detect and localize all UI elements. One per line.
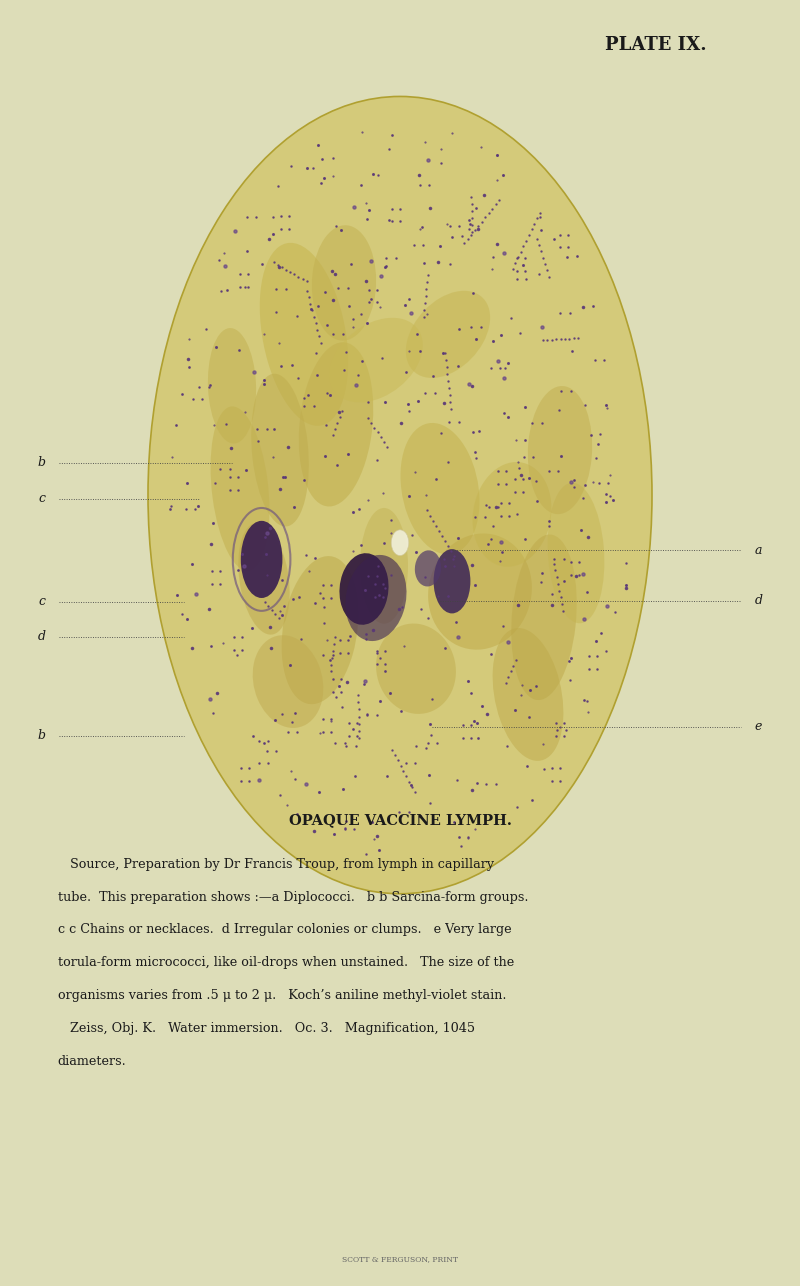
Ellipse shape bbox=[493, 628, 563, 761]
Ellipse shape bbox=[548, 482, 604, 624]
Ellipse shape bbox=[298, 342, 374, 507]
Ellipse shape bbox=[148, 96, 652, 894]
Ellipse shape bbox=[208, 328, 256, 444]
Text: PLATE IX.: PLATE IX. bbox=[605, 36, 707, 54]
Ellipse shape bbox=[391, 530, 409, 556]
Text: c c Chains or necklaces.  d Irregular colonies or clumps.   e Very large: c c Chains or necklaces. d Irregular col… bbox=[58, 923, 511, 936]
Text: c: c bbox=[38, 595, 45, 608]
Text: OPAQUE VACCINE LYMPH.: OPAQUE VACCINE LYMPH. bbox=[289, 813, 511, 827]
Ellipse shape bbox=[360, 508, 408, 624]
Text: c: c bbox=[38, 493, 45, 505]
Ellipse shape bbox=[401, 423, 479, 554]
Ellipse shape bbox=[312, 225, 376, 341]
Text: Zeiss, Obj. K.   Water immersion.   Oc. 3.   Magnification, 1045: Zeiss, Obj. K. Water immersion. Oc. 3. M… bbox=[58, 1021, 474, 1035]
Ellipse shape bbox=[241, 521, 282, 598]
Text: SCOTT & FERGUSON, PRINT: SCOTT & FERGUSON, PRINT bbox=[342, 1255, 458, 1263]
Ellipse shape bbox=[251, 374, 309, 526]
Ellipse shape bbox=[415, 550, 441, 586]
Ellipse shape bbox=[473, 462, 551, 567]
Ellipse shape bbox=[210, 406, 270, 571]
Ellipse shape bbox=[376, 624, 456, 714]
Text: d: d bbox=[754, 594, 762, 607]
Ellipse shape bbox=[428, 534, 532, 649]
Text: b: b bbox=[38, 729, 46, 742]
Text: torula-form micrococci, like oil-drops when unstained.   The size of the: torula-form micrococci, like oil-drops w… bbox=[58, 957, 514, 970]
Ellipse shape bbox=[528, 386, 592, 514]
Ellipse shape bbox=[406, 291, 490, 378]
Text: d: d bbox=[38, 630, 46, 643]
Ellipse shape bbox=[282, 556, 358, 705]
Text: organisms varies from .5 μ to 2 μ.   Koch’s aniline methyl-violet stain.: organisms varies from .5 μ to 2 μ. Koch’… bbox=[58, 989, 506, 1002]
Text: tube.  This preparation shows :—a Diplococci.   b b Sarcina-form groups.: tube. This preparation shows :—a Diploco… bbox=[58, 890, 528, 904]
Text: b: b bbox=[38, 457, 46, 469]
Ellipse shape bbox=[260, 243, 348, 426]
Ellipse shape bbox=[339, 553, 389, 625]
Text: e: e bbox=[754, 720, 762, 733]
Ellipse shape bbox=[511, 535, 577, 700]
Ellipse shape bbox=[330, 318, 422, 403]
Text: a: a bbox=[754, 544, 762, 557]
Text: diameters.: diameters. bbox=[58, 1055, 126, 1067]
Ellipse shape bbox=[253, 635, 323, 728]
Ellipse shape bbox=[434, 549, 470, 613]
Ellipse shape bbox=[238, 522, 290, 635]
Text: Source, Preparation by Dr Francis Troup, from lymph in capillary: Source, Preparation by Dr Francis Troup,… bbox=[58, 858, 494, 871]
Ellipse shape bbox=[346, 556, 406, 640]
